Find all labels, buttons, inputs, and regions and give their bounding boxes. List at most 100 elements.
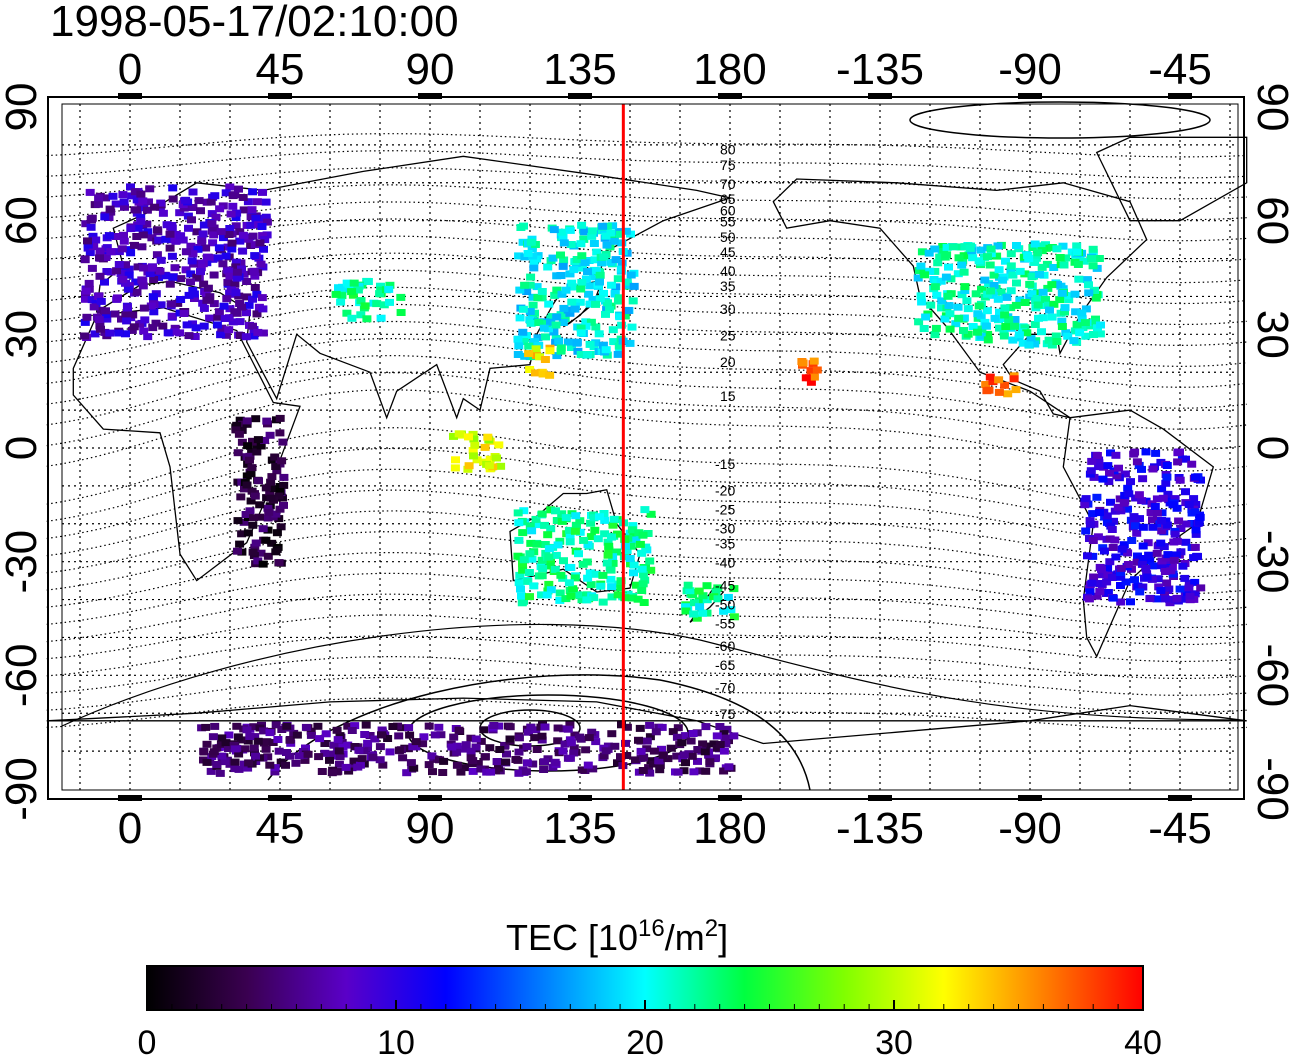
tec-pixel [1124, 490, 1134, 498]
tec-pixel [385, 748, 395, 756]
tec-pixel [175, 209, 185, 217]
tec-pixel [156, 301, 166, 309]
magnetic-contour [46, 614, 1247, 663]
tec-pixel [529, 582, 539, 590]
tec-pixel [1160, 568, 1170, 575]
tec-pixel [1002, 293, 1012, 301]
tec-pixel [1114, 464, 1123, 472]
tec-pixel [798, 359, 808, 367]
tec-pixel [584, 290, 594, 298]
tec-pixel [1092, 452, 1102, 459]
tec-pixel [127, 192, 137, 200]
tec-pixel [645, 721, 655, 729]
tec-pixel [82, 313, 92, 321]
tec-pixel [642, 745, 652, 753]
tec-pixel [1061, 254, 1071, 262]
tec-pixel [168, 184, 178, 192]
tec-pixel [124, 271, 134, 279]
tec-pixel [564, 526, 574, 534]
tec-pixel [332, 768, 342, 776]
tec-pixel [1162, 521, 1172, 529]
tec-pixel [942, 243, 952, 251]
tec-pixel [638, 531, 648, 539]
tec-pixel [709, 740, 719, 748]
tec-pixel [274, 492, 284, 500]
tec-pixel [642, 737, 652, 745]
tec-pixel [565, 721, 575, 729]
tec-pixel [1030, 258, 1040, 266]
tec-pixel [690, 599, 699, 607]
tec-pixel [579, 235, 589, 243]
tec-pixel [985, 373, 995, 381]
tec-pixel [201, 244, 211, 252]
tec-pixel [514, 536, 524, 544]
tec-pixel [208, 733, 218, 741]
tec-pixel [1121, 578, 1131, 586]
tec-pixel [265, 488, 275, 496]
tec-pixel [1003, 390, 1013, 398]
contour-label: -50 [715, 596, 735, 612]
tec-pixel [255, 239, 265, 247]
tec-pixel [118, 275, 128, 283]
tec-pixel [236, 493, 246, 501]
tec-pixel [598, 571, 608, 579]
tec-pixel [1131, 522, 1140, 530]
tec-pixel [1029, 272, 1039, 280]
top-border-tick [1018, 93, 1042, 99]
top-border-tick [718, 93, 742, 99]
tec-pixel [449, 733, 459, 741]
tec-pixel [568, 283, 577, 291]
tec-pixel [118, 191, 128, 199]
tec-pixel [251, 752, 260, 760]
tec-pixel [363, 278, 373, 285]
tec-pixel [644, 764, 654, 772]
tec-pixel [1036, 242, 1046, 250]
tec-pixel [360, 731, 370, 738]
tec-pixel [609, 338, 619, 346]
tec-pixel [609, 237, 619, 245]
tec-pixel [1123, 549, 1133, 557]
tec-pixel [87, 296, 97, 304]
tec-pixel [272, 529, 282, 537]
tec-pixel [274, 747, 284, 755]
tec-pixel [953, 303, 963, 311]
tec-pixel [614, 297, 623, 305]
tec-pixel [247, 487, 257, 495]
tec-pixel [333, 736, 343, 744]
tec-pixel [142, 220, 152, 228]
tec-pixel [601, 346, 611, 354]
tec-pixel [688, 730, 698, 737]
tec-pixel [86, 223, 96, 231]
right-lat-label: 0 [1248, 436, 1292, 460]
tec-pixel [1088, 537, 1098, 544]
tec-pixel [940, 315, 950, 323]
tec-pixel [558, 319, 568, 326]
tec-pixel [384, 285, 394, 293]
tec-pixel [945, 310, 955, 318]
tec-pixel [989, 271, 999, 279]
tec-pixel [262, 218, 272, 226]
tec-pixel [142, 206, 152, 214]
tec-pixel [476, 765, 486, 773]
tec-pixel [119, 198, 129, 206]
tec-pixel [599, 253, 609, 261]
tec-pixel [233, 547, 242, 555]
tec-pixel [681, 603, 691, 611]
tec-pixel [993, 295, 1003, 303]
tec-pixel [1049, 300, 1059, 308]
tec-pixel [320, 749, 330, 757]
tec-pixel [89, 303, 99, 311]
tec-pixel [102, 244, 112, 252]
tec-pixel [1181, 520, 1191, 528]
tec-pixel [1030, 240, 1040, 248]
tec-pixel [1113, 503, 1123, 511]
tec-pixel [1081, 305, 1091, 313]
tec-pixel [583, 268, 592, 275]
tec-pixel [123, 285, 133, 293]
tec-pixel [1032, 295, 1042, 302]
tec-pixel [219, 234, 228, 242]
tec-pixel [1043, 284, 1053, 292]
tec-pixel [347, 314, 357, 322]
tec-pixel [96, 297, 106, 305]
tec-pixel [976, 246, 986, 254]
